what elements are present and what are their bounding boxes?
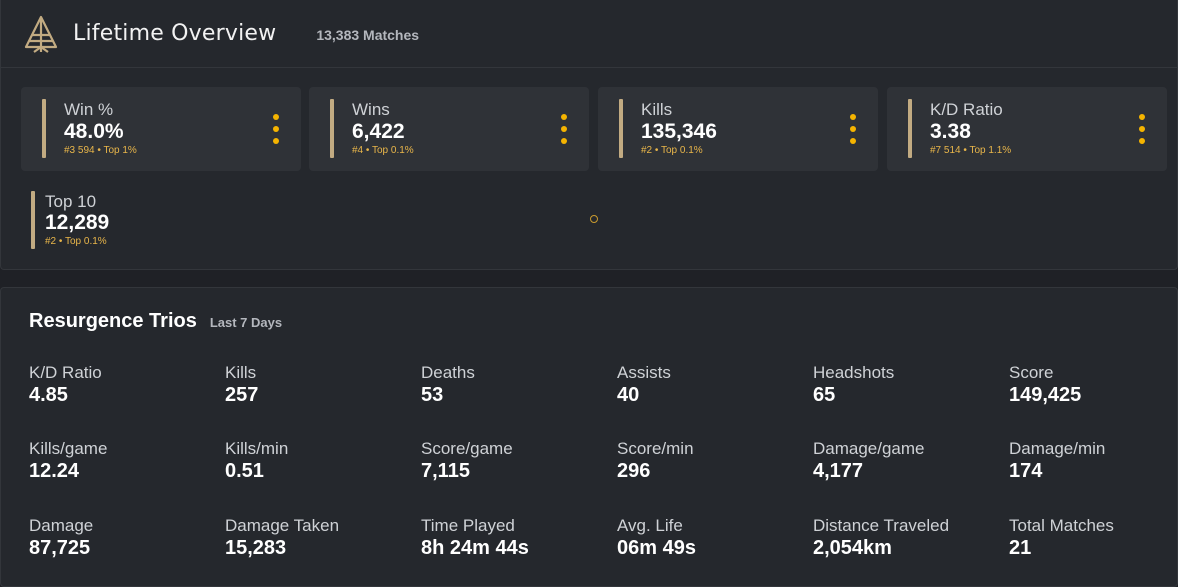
lifetime-overview-panel: Lifetime Overview 13,383 Matches Win % 4…	[0, 0, 1178, 270]
stat-label: Distance Traveled	[813, 516, 950, 535]
overview-header: Lifetime Overview 13,383 Matches	[1, 0, 1177, 68]
card-accent-bar	[908, 99, 912, 158]
card-accent-bar	[31, 191, 35, 249]
stat-item: Assists 40	[617, 363, 807, 407]
card-accent-bar	[330, 99, 334, 158]
more-options-icon[interactable]	[271, 114, 281, 144]
stat-value: 7,115	[421, 460, 470, 482]
card-label: Top 10	[45, 192, 97, 211]
stat-value: 12.24	[29, 460, 80, 482]
more-options-icon[interactable]	[848, 114, 858, 144]
stat-item: Time Played 8h 24m 44s	[421, 516, 611, 560]
card-accent-bar	[42, 99, 46, 158]
stat-card-kd-ratio: K/D Ratio 3.38 #7 514 • Top 1.1%	[887, 87, 1167, 171]
stat-value: 8h 24m 44s	[421, 537, 529, 559]
card-rank: #2 • Top 0.1%	[641, 145, 703, 156]
stat-item: K/D Ratio 4.85	[29, 363, 219, 407]
mode-stats-panel: Resurgence Trios Last 7 Days K/D Ratio 4.…	[0, 287, 1178, 587]
stat-value: 15,283	[225, 537, 287, 559]
stat-item: Avg. Life 06m 49s	[617, 516, 807, 560]
stat-label: Kills/game	[29, 439, 108, 458]
stat-value: 40	[617, 384, 640, 406]
stat-value: 21	[1009, 537, 1032, 559]
stat-value: 4.85	[29, 384, 68, 406]
stat-item: Distance Traveled 2,054km	[813, 516, 1003, 560]
more-options-icon[interactable]	[1137, 114, 1147, 144]
card-value: 12,289	[45, 211, 110, 234]
stat-item: Kills/min 0.51	[225, 439, 415, 483]
stat-item: Score/game 7,115	[421, 439, 611, 483]
stat-label: Kills	[225, 363, 257, 382]
stat-value: 87,725	[29, 537, 91, 559]
stat-label: Total Matches	[1009, 516, 1114, 535]
stat-label: Time Played	[421, 516, 515, 535]
stat-value: 257	[225, 384, 259, 406]
stat-item: Score/min 296	[617, 439, 807, 483]
stat-item: Damage 87,725	[29, 516, 219, 560]
stat-item: Headshots 65	[813, 363, 1003, 407]
card-value: 48.0%	[64, 120, 124, 143]
card-label: Kills	[641, 100, 673, 119]
stat-value: 2,054km	[813, 537, 892, 559]
stat-card-wins: Wins 6,422 #4 • Top 0.1%	[309, 87, 589, 171]
stat-item: Damage/min 174	[1009, 439, 1178, 483]
card-value: 6,422	[352, 120, 405, 143]
stat-item: Damage Taken 15,283	[225, 516, 415, 560]
game-logo-icon	[23, 14, 59, 54]
stat-top10: Top 10 12,289 #2 • Top 0.1%	[31, 190, 231, 250]
stat-value: 149,425	[1009, 384, 1082, 406]
card-value: 3.38	[930, 120, 971, 143]
overview-title: Lifetime Overview	[73, 21, 277, 46]
card-value: 135,346	[641, 120, 717, 143]
stat-value: 296	[617, 460, 651, 482]
stat-label: Score	[1009, 363, 1054, 382]
mode-period: Last 7 Days	[209, 315, 283, 330]
card-rank: #7 514 • Top 1.1%	[930, 145, 1012, 156]
more-options-icon[interactable]	[559, 114, 569, 144]
card-label: Wins	[352, 100, 390, 119]
stat-label: Score/min	[617, 439, 694, 458]
stat-label: Kills/min	[225, 439, 289, 458]
stat-label: Headshots	[813, 363, 895, 382]
stat-item: Score 149,425	[1009, 363, 1178, 407]
card-accent-bar	[619, 99, 623, 158]
stat-item: Total Matches 21	[1009, 516, 1178, 560]
card-rank: #2 • Top 0.1%	[45, 236, 107, 247]
stat-label: Score/game	[421, 439, 513, 458]
stat-value: 4,177	[813, 460, 864, 482]
card-rank: #4 • Top 0.1%	[352, 145, 414, 156]
stat-label: Avg. Life	[617, 516, 683, 535]
loading-spinner-icon	[590, 215, 598, 223]
stat-item: Damage/game 4,177	[813, 439, 1003, 483]
card-rank: #3 594 • Top 1%	[64, 145, 137, 156]
stat-value: 174	[1009, 460, 1043, 482]
stat-label: Assists	[617, 363, 671, 382]
stat-label: Damage/min	[1009, 439, 1106, 458]
stat-item: Kills 257	[225, 363, 415, 407]
mode-title: Resurgence Trios	[29, 310, 197, 332]
stat-value: 65	[813, 384, 836, 406]
stat-value: 53	[421, 384, 444, 406]
stat-label: Damage	[29, 516, 94, 535]
stat-value: 0.51	[225, 460, 264, 482]
stat-card-kills: Kills 135,346 #2 • Top 0.1%	[598, 87, 878, 171]
stat-card-win-percent: Win % 48.0% #3 594 • Top 1%	[21, 87, 301, 171]
stat-item: Deaths 53	[421, 363, 611, 407]
stat-label: Damage/game	[813, 439, 925, 458]
mode-header: Resurgence Trios Last 7 Days	[29, 310, 282, 333]
stat-label: Damage Taken	[225, 516, 340, 535]
stat-value: 06m 49s	[617, 537, 696, 559]
stat-item: Kills/game 12.24	[29, 439, 219, 483]
stat-label: K/D Ratio	[29, 363, 102, 382]
matches-count: 13,383 Matches	[316, 26, 420, 43]
stat-label: Deaths	[421, 363, 475, 382]
card-label: Win %	[64, 100, 114, 119]
card-label: K/D Ratio	[930, 100, 1003, 119]
